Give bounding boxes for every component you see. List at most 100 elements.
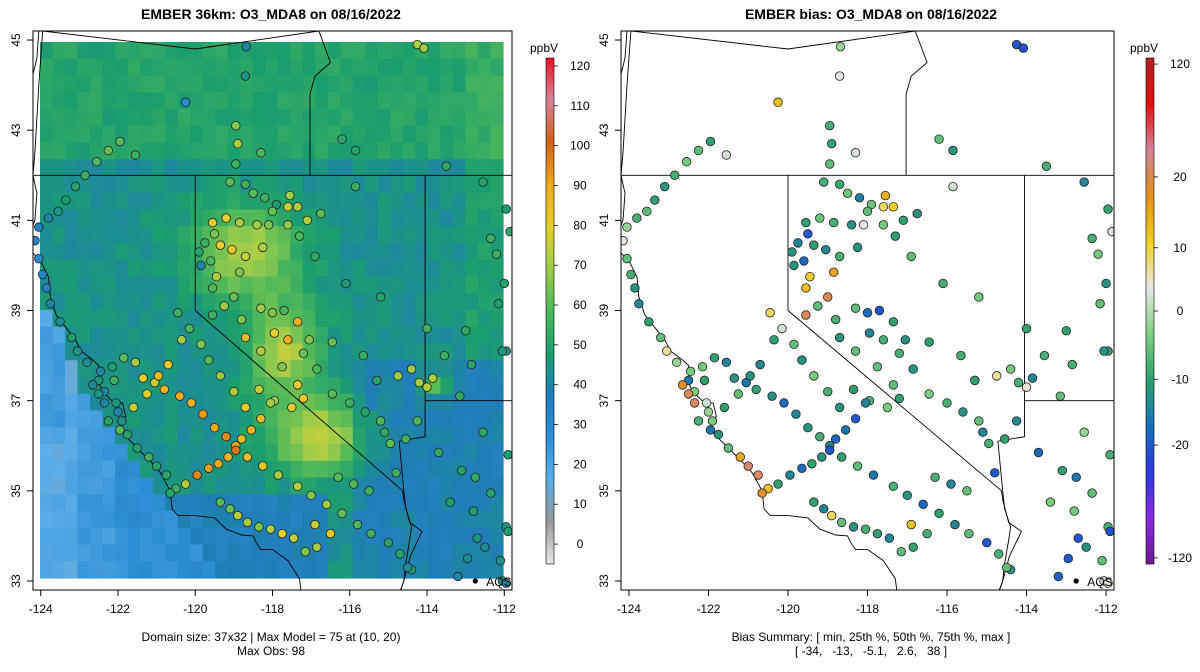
grid-cell xyxy=(190,109,204,127)
station-marker xyxy=(755,359,765,370)
station-marker xyxy=(815,432,825,442)
grid-cell xyxy=(40,243,54,261)
grid-cell xyxy=(377,58,391,77)
station-marker xyxy=(375,292,386,302)
station-marker xyxy=(848,384,859,395)
grid-cell xyxy=(315,477,329,495)
colorbar-tick-label: 60 xyxy=(573,298,587,312)
grid-cell xyxy=(165,192,179,211)
grid-cell xyxy=(102,209,116,227)
grid-cell xyxy=(402,343,417,361)
grid-cell xyxy=(115,243,129,261)
grid-cell xyxy=(440,259,454,278)
grid-cell xyxy=(352,293,366,311)
grid-cell xyxy=(427,259,442,278)
grid-cell xyxy=(52,259,66,278)
grid-cell xyxy=(177,192,191,211)
station-marker xyxy=(233,139,243,149)
grid-cell xyxy=(340,343,354,361)
grid-cell xyxy=(90,209,104,227)
station-marker xyxy=(37,269,48,280)
grid-cell xyxy=(352,527,366,546)
grid-cell xyxy=(452,477,467,495)
grid-cell xyxy=(402,377,417,395)
grid-cell xyxy=(440,293,454,311)
grid-cell xyxy=(102,109,116,127)
grid-cell xyxy=(227,527,241,546)
grid-cell xyxy=(102,192,116,211)
grid-cell xyxy=(465,393,479,412)
grid-cell xyxy=(390,511,404,529)
grid-cell xyxy=(490,109,504,127)
station-marker xyxy=(173,308,183,318)
y-tick-label: 35 xyxy=(9,484,23,498)
grid-cell xyxy=(340,360,354,378)
grid-cell xyxy=(390,142,404,160)
grid-cell xyxy=(277,410,291,428)
station-marker xyxy=(292,380,303,390)
grid-cell xyxy=(340,293,354,311)
station-marker xyxy=(279,305,289,316)
grid-cell xyxy=(77,259,91,278)
grid-cell xyxy=(77,410,91,428)
grid-cell xyxy=(77,377,91,395)
grid-cell xyxy=(315,460,329,479)
grid-cell xyxy=(90,477,104,495)
colorbar-gradient xyxy=(1145,57,1155,565)
grid-cell xyxy=(115,42,129,60)
station-marker xyxy=(801,283,811,293)
grid-cell xyxy=(177,343,191,361)
grid-cell xyxy=(177,377,191,395)
station-marker xyxy=(240,179,251,189)
grid-cell xyxy=(390,293,404,311)
grid-cell xyxy=(440,142,454,160)
grid-cell xyxy=(227,360,241,378)
grid-cell xyxy=(177,58,191,77)
grid-cell xyxy=(102,42,116,60)
grid-cell xyxy=(252,125,266,144)
grid-cell xyxy=(377,544,391,562)
station-marker xyxy=(836,452,847,462)
grid-cell xyxy=(352,494,366,512)
grid-cell xyxy=(290,109,304,127)
station-marker xyxy=(789,339,799,350)
grid-cell xyxy=(415,393,429,412)
grid-cell xyxy=(377,176,391,194)
grid-cell xyxy=(477,276,492,294)
grid-cell xyxy=(477,42,492,60)
grid-cell xyxy=(177,494,191,512)
grid-cell xyxy=(377,444,391,462)
station-marker xyxy=(801,217,811,228)
station-marker xyxy=(466,359,477,370)
grid-cell xyxy=(290,142,304,160)
grid-cell xyxy=(140,527,154,546)
grid-cell xyxy=(40,494,54,512)
grid-cell xyxy=(240,226,254,244)
grid-cell xyxy=(190,142,204,160)
colorbar-unit-label: ppbV xyxy=(530,41,558,55)
station-marker xyxy=(999,434,1010,444)
grid-cell xyxy=(40,92,54,110)
grid-cell xyxy=(327,243,341,261)
station-marker xyxy=(283,335,293,345)
station-marker xyxy=(292,481,303,492)
grid-cell xyxy=(77,444,91,462)
grid-cell xyxy=(352,209,366,227)
grid-cell xyxy=(127,192,141,211)
grid-cell xyxy=(390,326,404,345)
grid-cell xyxy=(202,360,216,378)
grid-cell xyxy=(177,209,191,227)
grid-cell xyxy=(352,360,366,378)
x-tick-label: -122 xyxy=(696,602,720,616)
aqs-label: AQS xyxy=(486,575,511,589)
station-marker xyxy=(846,220,857,230)
station-marker xyxy=(304,335,314,345)
grid-cell xyxy=(365,444,379,462)
station-marker xyxy=(1013,377,1024,388)
grid-cell xyxy=(290,276,304,294)
grid-cell xyxy=(452,377,467,395)
station-marker xyxy=(455,391,465,401)
grid-cell xyxy=(390,243,404,261)
grid-cell xyxy=(190,192,204,211)
grid-cell xyxy=(227,125,241,144)
